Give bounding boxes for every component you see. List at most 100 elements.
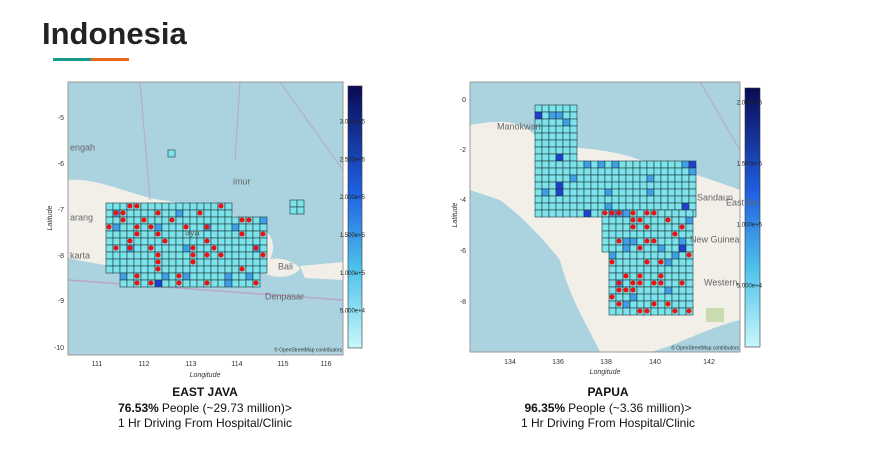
grid-cell <box>541 174 550 183</box>
grid-cell <box>681 195 690 204</box>
grid-cell <box>664 258 673 267</box>
facility <box>616 238 622 244</box>
colorbar-label: 1.000e+5 <box>737 223 763 229</box>
grid-cell <box>650 230 659 239</box>
grid-cell <box>671 265 680 274</box>
grid-cell <box>650 293 659 302</box>
grid-cell <box>196 272 205 281</box>
colorbar-label: 3.000e+5 <box>340 120 366 126</box>
grid-cell <box>147 272 156 281</box>
grid-cell <box>643 244 652 253</box>
facility <box>239 231 245 237</box>
grid-cell <box>296 206 305 215</box>
facility <box>155 259 161 265</box>
colorbar-label: 5.000e+4 <box>737 284 763 290</box>
grid-cell <box>210 258 219 267</box>
facility <box>651 301 657 307</box>
grid-cell <box>636 258 645 267</box>
grid-cell <box>112 230 121 239</box>
grid-cell <box>664 237 673 246</box>
grid-cell <box>622 279 631 288</box>
grid-cell <box>182 216 191 225</box>
grid-cell <box>650 251 659 260</box>
grid-cell <box>231 230 240 239</box>
grid-cell <box>569 195 578 204</box>
grid-cell <box>611 202 620 211</box>
grid-cell <box>678 209 687 218</box>
facility <box>204 252 210 258</box>
grid-cell <box>604 188 613 197</box>
grid-cell <box>650 258 659 267</box>
grid-cell <box>541 132 550 141</box>
grid-cell <box>664 293 673 302</box>
grid-cell <box>583 209 592 218</box>
grid-cell <box>667 181 676 190</box>
grid-cell <box>175 209 184 218</box>
grid-cell <box>671 251 680 260</box>
caption-line: 1 Hr Driving From Hospital/Clinic <box>118 416 292 430</box>
grid-cell <box>168 230 177 239</box>
grid-cell <box>555 209 564 218</box>
grid-cell <box>653 167 662 176</box>
y-tick-label: -6 <box>460 248 466 255</box>
grid-cell <box>112 202 121 211</box>
grid-cell <box>548 139 557 148</box>
grid-cell <box>541 160 550 169</box>
grid-cell <box>608 237 617 246</box>
grid-cell <box>636 223 645 232</box>
grid-cell <box>182 279 191 288</box>
grid-cell <box>126 265 135 274</box>
facility <box>183 224 189 230</box>
grid-cell <box>161 202 170 211</box>
grid-cell <box>678 216 687 225</box>
grid-cell <box>562 160 571 169</box>
facility <box>253 245 259 251</box>
facility <box>616 287 622 293</box>
facility <box>616 280 622 286</box>
grid-cell <box>625 202 634 211</box>
grid-cell <box>161 216 170 225</box>
grid-cell <box>576 174 585 183</box>
grid-cell <box>189 279 198 288</box>
grid-cell <box>296 199 305 208</box>
facility <box>623 287 629 293</box>
grid-cell <box>685 258 694 267</box>
grid-cell <box>168 265 177 274</box>
grid-cell <box>646 174 655 183</box>
grid-cell <box>203 230 212 239</box>
grid-cell <box>583 160 592 169</box>
grid-cell <box>657 293 666 302</box>
grid-cell <box>664 279 673 288</box>
grid-cell <box>168 279 177 288</box>
facility <box>190 252 196 258</box>
grid-cell <box>601 223 610 232</box>
grid-cell <box>653 174 662 183</box>
attribution: © OpenStreetMap contributors <box>671 344 739 351</box>
facility <box>148 245 154 251</box>
grid-cell <box>685 300 694 309</box>
grid-cell <box>119 258 128 267</box>
grid-cell <box>105 209 114 218</box>
grid-cell <box>604 202 613 211</box>
grid-cell <box>615 272 624 281</box>
grid-cell <box>615 223 624 232</box>
grid-cell <box>140 230 149 239</box>
grid-cell <box>119 272 128 281</box>
grid-cell <box>147 251 156 260</box>
grid-cell <box>147 265 156 274</box>
grid-cell <box>105 258 114 267</box>
grid-cell <box>608 223 617 232</box>
y-tick-label: -6 <box>58 161 64 168</box>
grid-cell <box>105 265 114 274</box>
grid-cell <box>569 174 578 183</box>
grid-cell <box>622 244 631 253</box>
grid-cell <box>534 153 543 162</box>
x-tick-label: 140 <box>649 359 661 366</box>
place-label: aya <box>185 227 200 237</box>
grid-cell <box>534 209 543 218</box>
facility <box>148 280 154 286</box>
facility <box>630 287 636 293</box>
axis-label: Latitude <box>452 202 459 227</box>
grid-cell <box>671 300 680 309</box>
grid-cell <box>657 251 666 260</box>
